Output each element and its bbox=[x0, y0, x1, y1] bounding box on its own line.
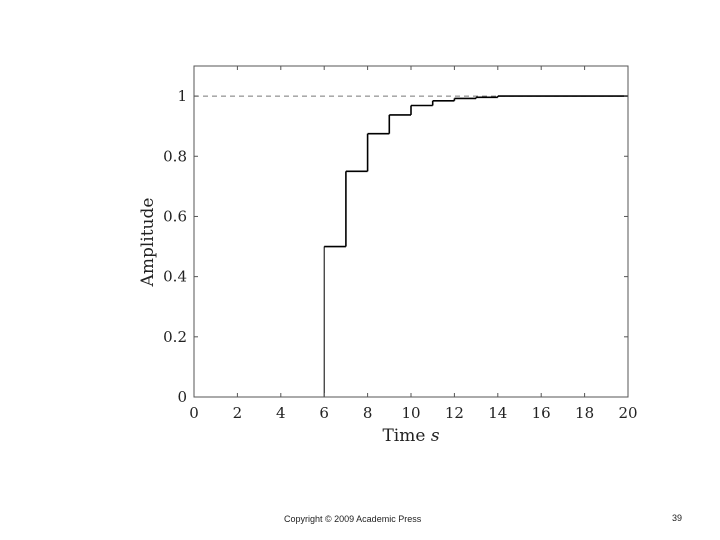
x-axis-title-unit: s bbox=[431, 426, 440, 446]
x-axis-title-text: Time bbox=[382, 426, 430, 446]
page-number: 39 bbox=[672, 513, 683, 523]
x-tick-label: 20 bbox=[618, 404, 637, 422]
y-axis-title: Amplitude bbox=[138, 198, 158, 288]
x-tick-label: 0 bbox=[189, 404, 199, 422]
y-tick-label: 1 bbox=[177, 87, 187, 105]
y-tick-label: 0.6 bbox=[163, 207, 187, 225]
x-tick-label: 6 bbox=[319, 404, 329, 422]
x-axis-title: Time s bbox=[382, 426, 439, 446]
x-tick-label: 18 bbox=[575, 404, 594, 422]
y-tick-label: 0 bbox=[177, 388, 187, 406]
copyright-text: Copyright © 2009 Academic Press bbox=[284, 514, 422, 524]
y-tick-label: 0.4 bbox=[163, 268, 187, 286]
x-tick-label: 4 bbox=[276, 404, 286, 422]
y-tick-label: 0.2 bbox=[163, 328, 187, 346]
x-tick-label: 16 bbox=[532, 404, 551, 422]
x-tick-label: 8 bbox=[363, 404, 373, 422]
x-tick-label: 12 bbox=[445, 404, 464, 422]
x-tick-label: 2 bbox=[233, 404, 243, 422]
x-tick-label: 10 bbox=[401, 404, 420, 422]
y-tick-label: 0.8 bbox=[163, 147, 187, 165]
x-tick-label: 14 bbox=[488, 404, 507, 422]
